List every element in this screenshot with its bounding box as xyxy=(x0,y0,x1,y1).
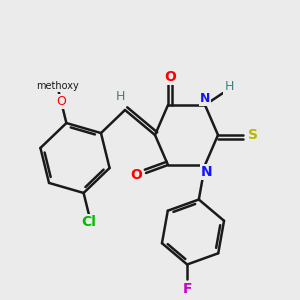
Text: F: F xyxy=(182,283,192,296)
Text: O: O xyxy=(130,168,142,182)
Text: H: H xyxy=(115,89,125,103)
Text: Cl: Cl xyxy=(81,215,96,229)
Text: S: S xyxy=(248,128,258,142)
Text: methoxy: methoxy xyxy=(36,81,79,91)
Text: O: O xyxy=(164,70,176,84)
Text: H: H xyxy=(224,80,234,94)
Text: O: O xyxy=(56,95,66,108)
Text: N: N xyxy=(201,165,213,179)
Text: N: N xyxy=(200,92,210,104)
